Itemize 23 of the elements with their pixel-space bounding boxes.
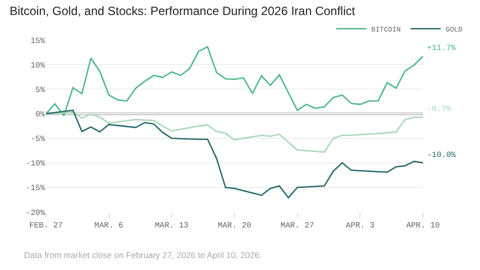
x-tick-label: FEB. 27 (29, 222, 63, 231)
line-series (46, 110, 423, 198)
x-tick-label: MAR. 27 (280, 222, 314, 231)
y-tick-label: 15% (30, 36, 46, 46)
annotation: +11.7% (427, 44, 456, 53)
line-series (46, 112, 423, 153)
text: Data from market close on February 27, 2026 to April 10, 2026. (24, 250, 262, 260)
x-tick-label: APR. 3 (346, 222, 375, 231)
annotation: -10.0% (427, 151, 456, 160)
y-tick-label: -20% (26, 208, 46, 218)
y-tick-label: 5% (35, 86, 46, 95)
y-tick-label: -15% (26, 184, 46, 194)
y-tick-label: 10% (30, 61, 46, 70)
x-tick-label: MAR. 13 (154, 222, 189, 231)
line-series (46, 46, 423, 116)
y-tick-label: -10% (26, 160, 46, 169)
annotation: -0.7% (427, 105, 452, 114)
y-tick-label: 0% (35, 110, 46, 120)
x-tick-label: MAR. 20 (218, 222, 252, 231)
x-tick-label: MAR. 6 (94, 222, 124, 231)
x-tick-label: APR. 10 (406, 222, 440, 231)
y-tick-label: -5% (30, 135, 46, 144)
chart-title: Bitcoin, Gold, and Stocks: Performance During 2026 Iran Conflict (10, 4, 356, 18)
